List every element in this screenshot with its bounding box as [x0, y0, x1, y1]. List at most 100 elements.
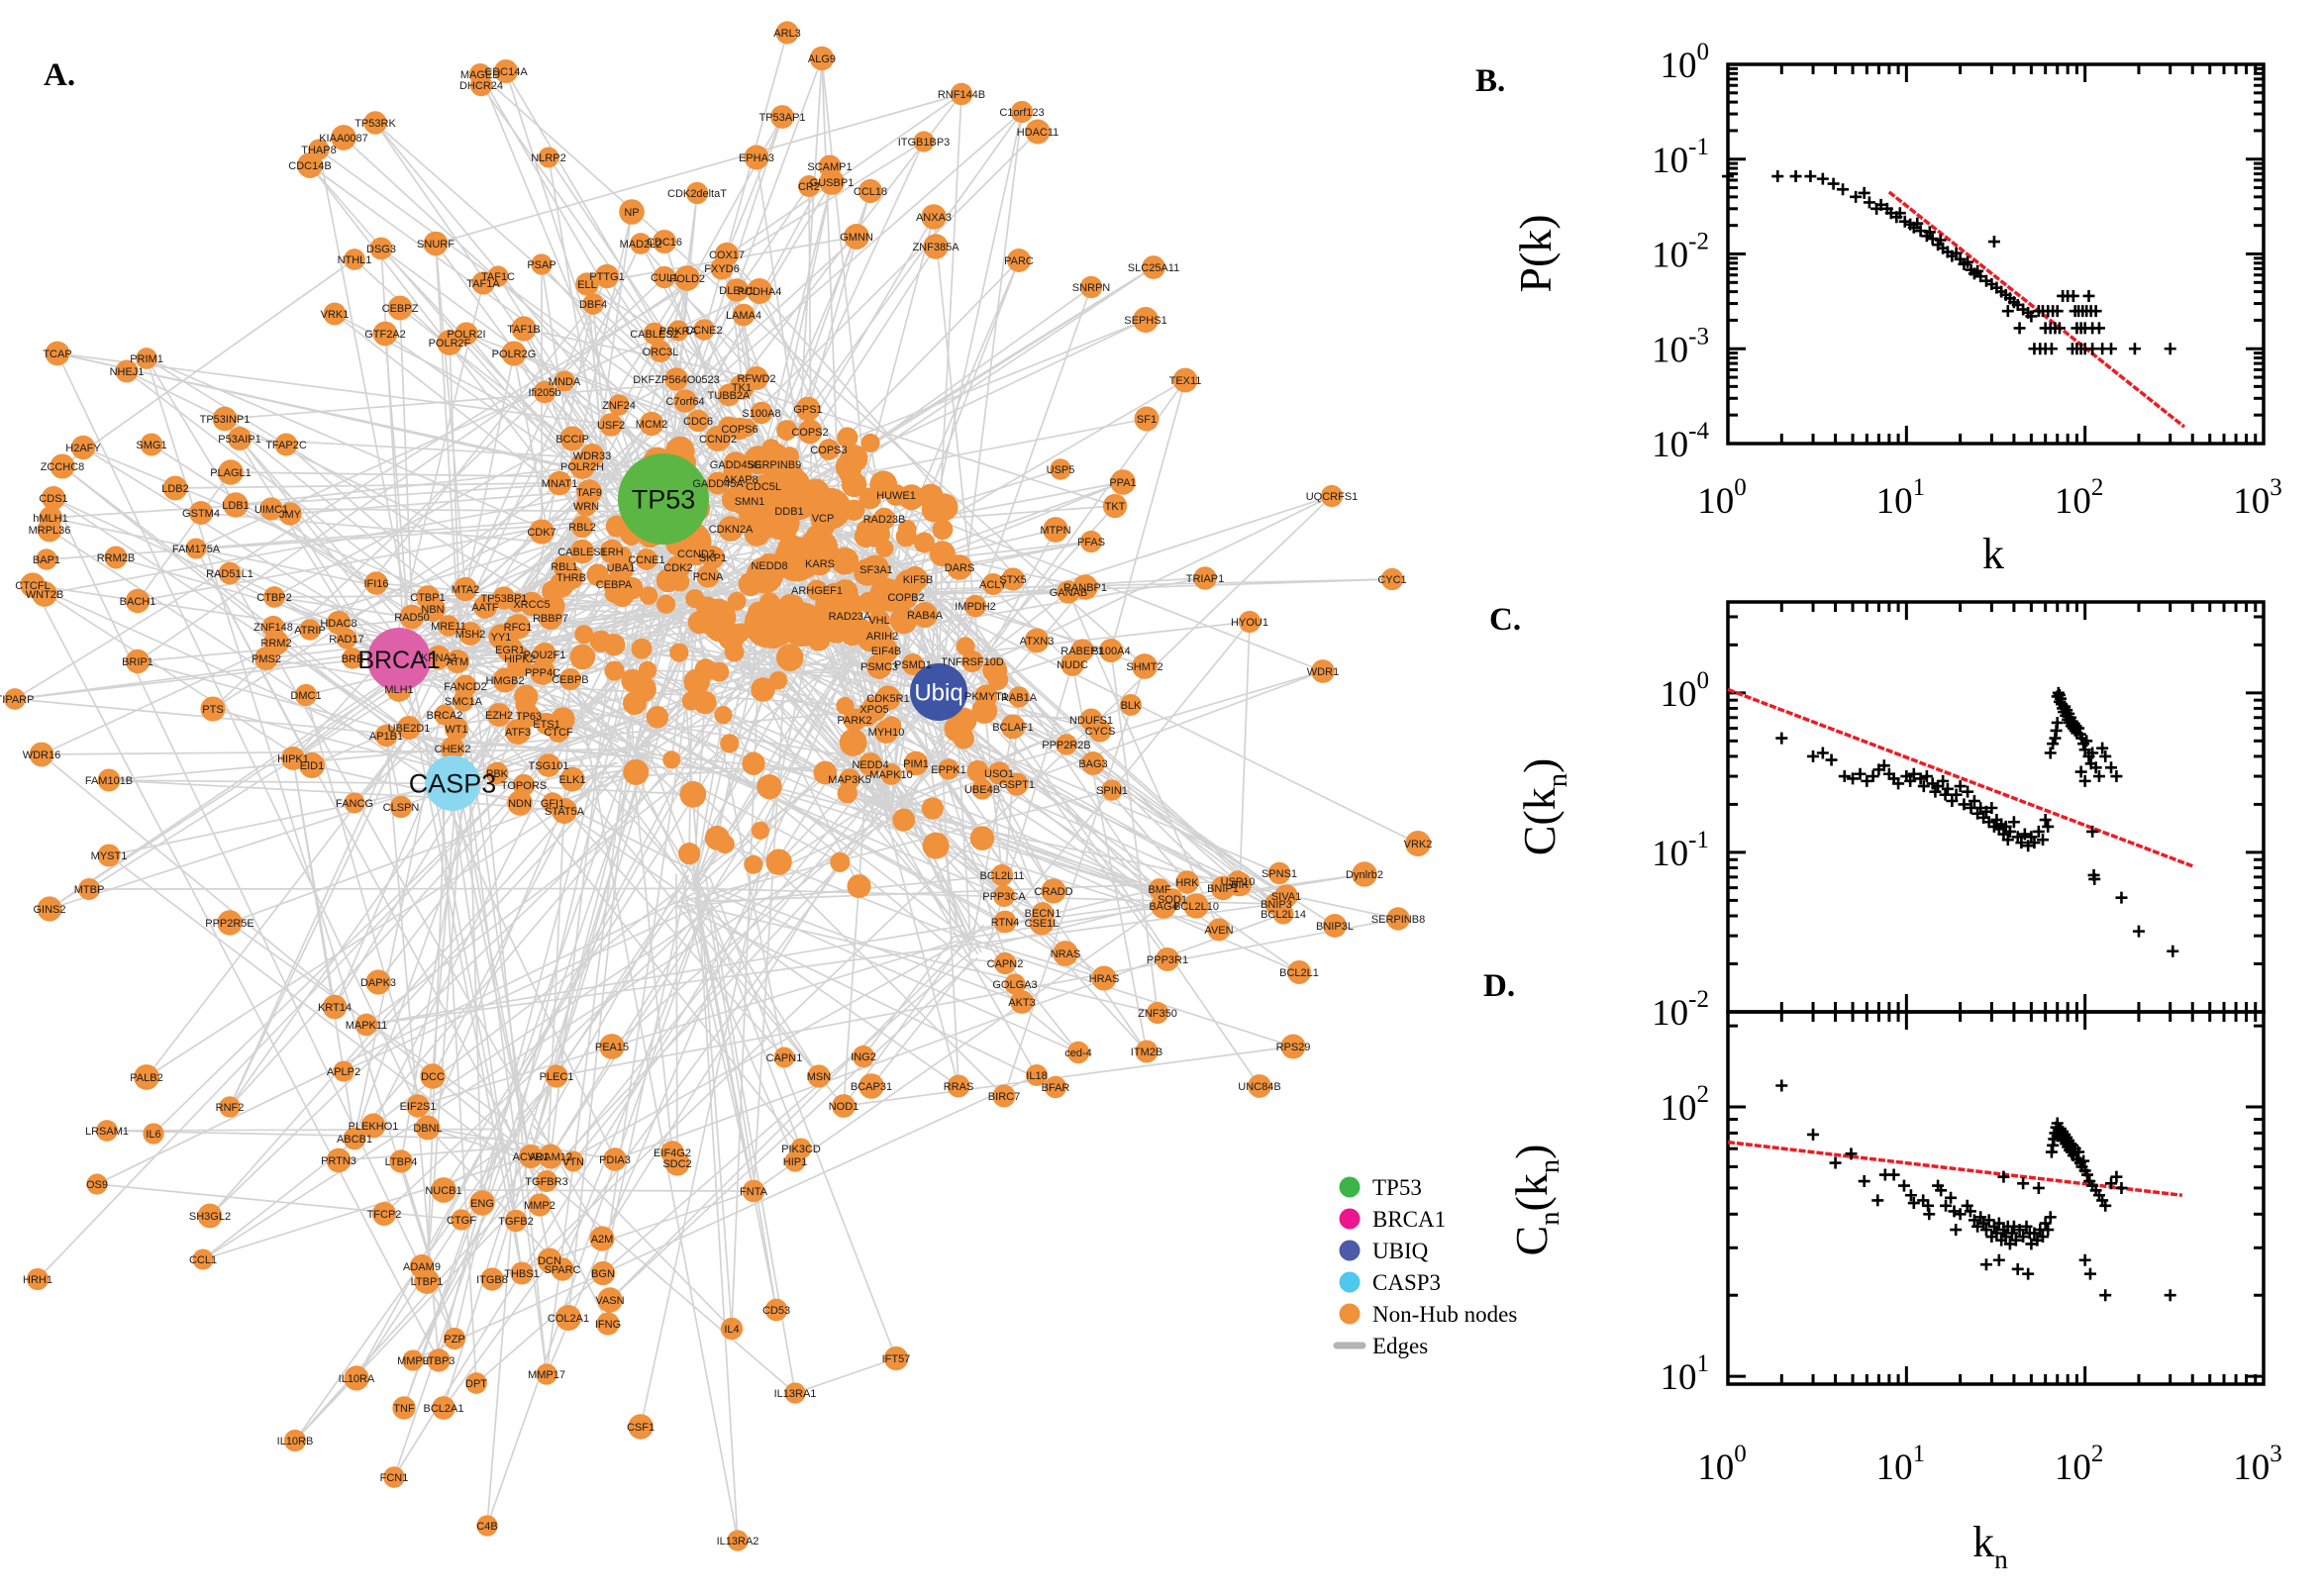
network-node-label: RAB1A	[1001, 692, 1038, 704]
network-node-label: YY1	[491, 632, 512, 644]
network-edge	[309, 164, 907, 598]
network-node-label: PPA1	[1109, 477, 1136, 489]
network-node-label: ACLY	[979, 579, 1008, 591]
network-node	[86, 1173, 108, 1195]
network-node	[45, 341, 70, 366]
network-edge	[195, 548, 313, 766]
network-node-label: EIF4G2	[654, 1147, 691, 1159]
network-filler-node	[930, 493, 959, 522]
network-node-label: UBE2D1	[388, 723, 431, 735]
data-point	[2080, 735, 2093, 748]
network-node-label: POLR2I	[447, 329, 485, 341]
network-node-label: BAP1	[33, 554, 60, 566]
network-node	[1066, 1041, 1090, 1064]
network-node-label: CDC5L	[746, 481, 781, 493]
network-node-label: HRAS	[1089, 973, 1120, 985]
network-edge	[412, 518, 885, 1361]
data-point	[2032, 1181, 2045, 1194]
network-node	[399, 604, 425, 630]
network-node-label: IL10RB	[277, 1436, 314, 1447]
network-node-label: FAM101B	[85, 775, 133, 787]
network-node-label: AVEN	[1204, 925, 1233, 937]
network-node-label: USP5	[1047, 464, 1075, 476]
data-point	[2044, 747, 2057, 759]
network-node-label: PIK3CD	[781, 1144, 821, 1155]
network-node-label: CLSPN	[383, 802, 420, 814]
data-point	[1877, 759, 1890, 772]
network-node-label: DBF4	[579, 299, 607, 311]
network-node	[773, 1047, 795, 1068]
network-filler-node	[982, 657, 1008, 683]
network-node	[630, 233, 652, 254]
network-edge	[398, 644, 523, 1274]
network-node-label: CABLES2	[630, 329, 679, 341]
network-edge	[385, 735, 654, 760]
network-node-label: CUL1	[651, 272, 678, 284]
network-node-label: FANCG	[336, 798, 373, 810]
panel-letter-c: C.	[1489, 602, 1521, 638]
network-node	[907, 568, 929, 590]
network-node-label: MAPK10	[869, 769, 912, 781]
network-node-label: H2AFY	[65, 443, 101, 454]
network-node-label: NBN	[421, 604, 444, 616]
network-node-label: CDK7	[527, 527, 556, 539]
data-point	[1807, 749, 1820, 762]
data-point	[2039, 814, 2052, 827]
network-node-label: ARHGEF1	[791, 585, 843, 597]
network-filler-node	[839, 729, 867, 756]
network-node	[790, 1138, 812, 1159]
network-node-label: MSH2	[455, 629, 486, 641]
network-node	[192, 1248, 214, 1270]
network-node-label: OS9	[86, 1179, 108, 1191]
network-node-label: BCL2L11	[979, 870, 1024, 882]
network-node-label: IL13RA2	[717, 1536, 759, 1547]
data-point	[2082, 289, 2095, 302]
network-node-label: PPP3R1	[1147, 954, 1188, 966]
network-filler-node	[831, 547, 859, 575]
network-node-label: PRTN3	[321, 1155, 356, 1167]
network-node-label: PLEKHO1	[349, 1121, 399, 1133]
network-edge	[146, 357, 237, 506]
network-edge	[891, 551, 1261, 1087]
data-point	[1968, 795, 1980, 808]
data-point	[2001, 305, 2014, 318]
network-node-label: TIPARP	[0, 694, 34, 706]
network-node-label: IL13RA1	[774, 1388, 817, 1400]
network-node	[635, 548, 658, 571]
network-node-label: MMP9	[397, 1355, 429, 1367]
network-node	[1007, 249, 1031, 272]
network-edge	[586, 283, 811, 433]
network-node-label: LDB2	[161, 483, 189, 495]
network-node-label: PIM1	[903, 758, 929, 770]
network-node-label: SNRPN	[1072, 282, 1111, 294]
network-filler-node	[622, 691, 647, 716]
data-point	[2088, 872, 2101, 885]
network-node	[1134, 406, 1160, 432]
network-edge	[309, 164, 622, 568]
network-node	[547, 720, 570, 744]
network-node	[369, 237, 393, 260]
network-node-label: IL18	[1026, 1070, 1047, 1082]
legend-label: CASP3	[1372, 1270, 1441, 1295]
network-node	[806, 579, 828, 601]
network-node	[861, 696, 887, 722]
data-point	[1968, 1214, 1980, 1227]
network-node	[718, 516, 744, 542]
network-edge	[746, 319, 1147, 511]
network-node-label: NHEJ1	[110, 366, 145, 378]
network-node-label: MTA2	[452, 584, 480, 596]
network-node-label: CEBPB	[552, 674, 588, 686]
network-node-label: USP10	[1221, 876, 1256, 888]
network-node-label: ZNF24	[602, 400, 636, 412]
network-node	[674, 265, 700, 291]
network-node	[42, 486, 65, 510]
network-edge	[504, 679, 1161, 890]
network-node	[344, 792, 365, 814]
network-node	[844, 224, 869, 249]
network-node	[1110, 469, 1136, 495]
network-node	[507, 790, 533, 816]
network-edge	[61, 258, 355, 467]
network-filler-node	[603, 634, 626, 656]
network-node-label: USF2	[597, 420, 625, 432]
network-filler-node	[697, 598, 737, 638]
